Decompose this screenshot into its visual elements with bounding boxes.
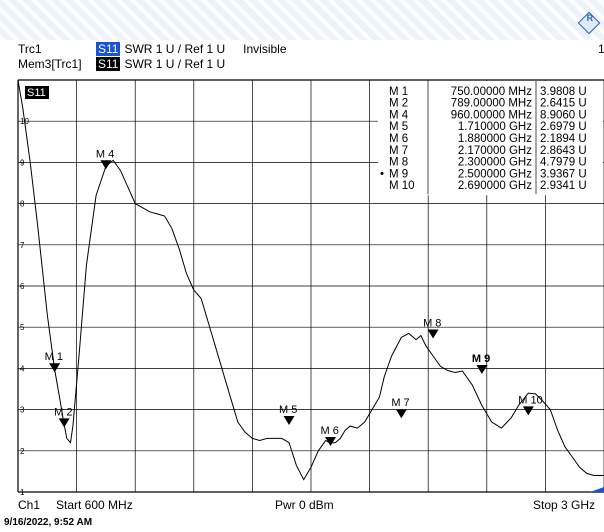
- marker-triangle: [476, 365, 488, 375]
- y-tick-label: 5: [20, 323, 25, 332]
- marker-table-frequency: 1.710000 GHz: [458, 121, 532, 133]
- marker-triangle: [395, 409, 407, 419]
- y-tick-label: 1: [20, 488, 25, 497]
- trace-1-status: Invisible: [243, 42, 287, 56]
- marker-triangle: [283, 416, 295, 426]
- trace-2-scale: SWR 1 U / Ref 1 U: [124, 57, 226, 71]
- marker-table-name: M 8: [389, 157, 408, 169]
- marker-table-value: 2.1894 U: [540, 133, 587, 145]
- marker-table-background: [378, 81, 603, 196]
- marker-table-name: M 1: [389, 86, 408, 98]
- marker-table-frequency: 1.880000 GHz: [458, 133, 532, 145]
- y-tick-label: 7: [20, 241, 25, 250]
- y-tick-label: 2: [20, 447, 25, 456]
- trace-2-info[interactable]: Mem3[Trc1] S11 SWR 1 U / Ref 1 U: [18, 57, 225, 71]
- marker-table-name: M 9: [389, 168, 408, 180]
- power-level: Pwr 0 dBm: [275, 498, 334, 512]
- marker-table-value: 3.9367 U: [540, 168, 587, 180]
- start-frequency: Start 600 MHz: [56, 498, 133, 512]
- page-number: 1: [598, 42, 604, 56]
- timestamp: 9/16/2022, 9:52 AM: [4, 517, 93, 528]
- marker-label: M 2: [54, 406, 72, 418]
- marker-table-frequency: 2.500000 GHz: [458, 168, 532, 180]
- marker-triangle: [100, 160, 112, 170]
- marker-table-value: 2.8643 U: [540, 145, 587, 157]
- marker-table-frequency: 2.300000 GHz: [458, 157, 532, 169]
- marker-table-value: 4.7979 U: [540, 157, 587, 169]
- marker-table-name: M 5: [389, 121, 408, 133]
- channel-label: Ch1: [18, 498, 41, 512]
- marker-triangle: [58, 418, 70, 428]
- trace-1-param-badge[interactable]: S11: [96, 42, 121, 56]
- marker-triangle: [325, 436, 337, 446]
- trace-2-param-badge[interactable]: S11: [96, 57, 121, 71]
- marker-triangle: [522, 406, 534, 416]
- marker-table-active-dot: •: [380, 168, 384, 180]
- y-tick-label: 9: [20, 158, 25, 167]
- marker-table-name: M 10: [389, 180, 415, 192]
- marker-label: M 1: [45, 351, 63, 363]
- marker-triangle: [427, 329, 439, 339]
- marker-table-frequency: 750.00000 MHz: [451, 86, 532, 98]
- marker-table-name: M 6: [389, 133, 408, 145]
- marker-table-name: M 4: [389, 109, 409, 121]
- marker-label: M 6: [321, 425, 339, 437]
- marker-label: M 9: [472, 353, 490, 365]
- y-tick-label: 8: [20, 200, 25, 209]
- header-background: [0, 0, 604, 40]
- marker-table-value: 2.9341 U: [540, 180, 587, 192]
- y-tick-label: 3: [20, 406, 25, 415]
- y-tick-label: 6: [20, 282, 25, 291]
- marker-table-frequency: 2.690000 GHz: [458, 180, 532, 192]
- marker-triangle: [49, 363, 61, 373]
- marker-label: M 10: [518, 394, 542, 406]
- trace-2-label: Mem3[Trc1]: [18, 57, 82, 71]
- y-tick-label: 4: [20, 364, 25, 373]
- marker-label: M 4: [96, 148, 114, 160]
- sweep-indicator-icon: [590, 487, 604, 492]
- marker-table-name: M 2: [389, 98, 408, 110]
- marker-table-value: 2.6979 U: [540, 121, 587, 133]
- trace-1-info[interactable]: Trc1 S11 SWR 1 U / Ref 1 U Invisible: [18, 42, 287, 56]
- marker-table-name: M 7: [389, 145, 408, 157]
- plot-trace-badge-bg: [25, 86, 49, 99]
- marker-table-value: 8.9060 U: [540, 109, 587, 121]
- marker-table-value: 2.6415 U: [540, 98, 587, 110]
- marker-label: M 5: [279, 404, 297, 416]
- marker-table-frequency: 2.170000 GHz: [458, 145, 532, 157]
- trace-1-label: Trc1: [18, 42, 42, 56]
- marker-label: M 7: [391, 397, 409, 409]
- plot-trace-badge: S11: [27, 87, 46, 99]
- marker-table-frequency: 960.00000 MHz: [451, 109, 532, 121]
- stop-frequency: Stop 3 GHz: [533, 498, 596, 512]
- marker-table-frequency: 789.00000 MHz: [451, 98, 532, 110]
- marker-table-value: 3.9808 U: [540, 86, 587, 98]
- trace-1-scale: SWR 1 U / Ref 1 U: [124, 42, 226, 56]
- swr-trace-line: [17, 79, 604, 481]
- marker-label: M 8: [423, 318, 441, 330]
